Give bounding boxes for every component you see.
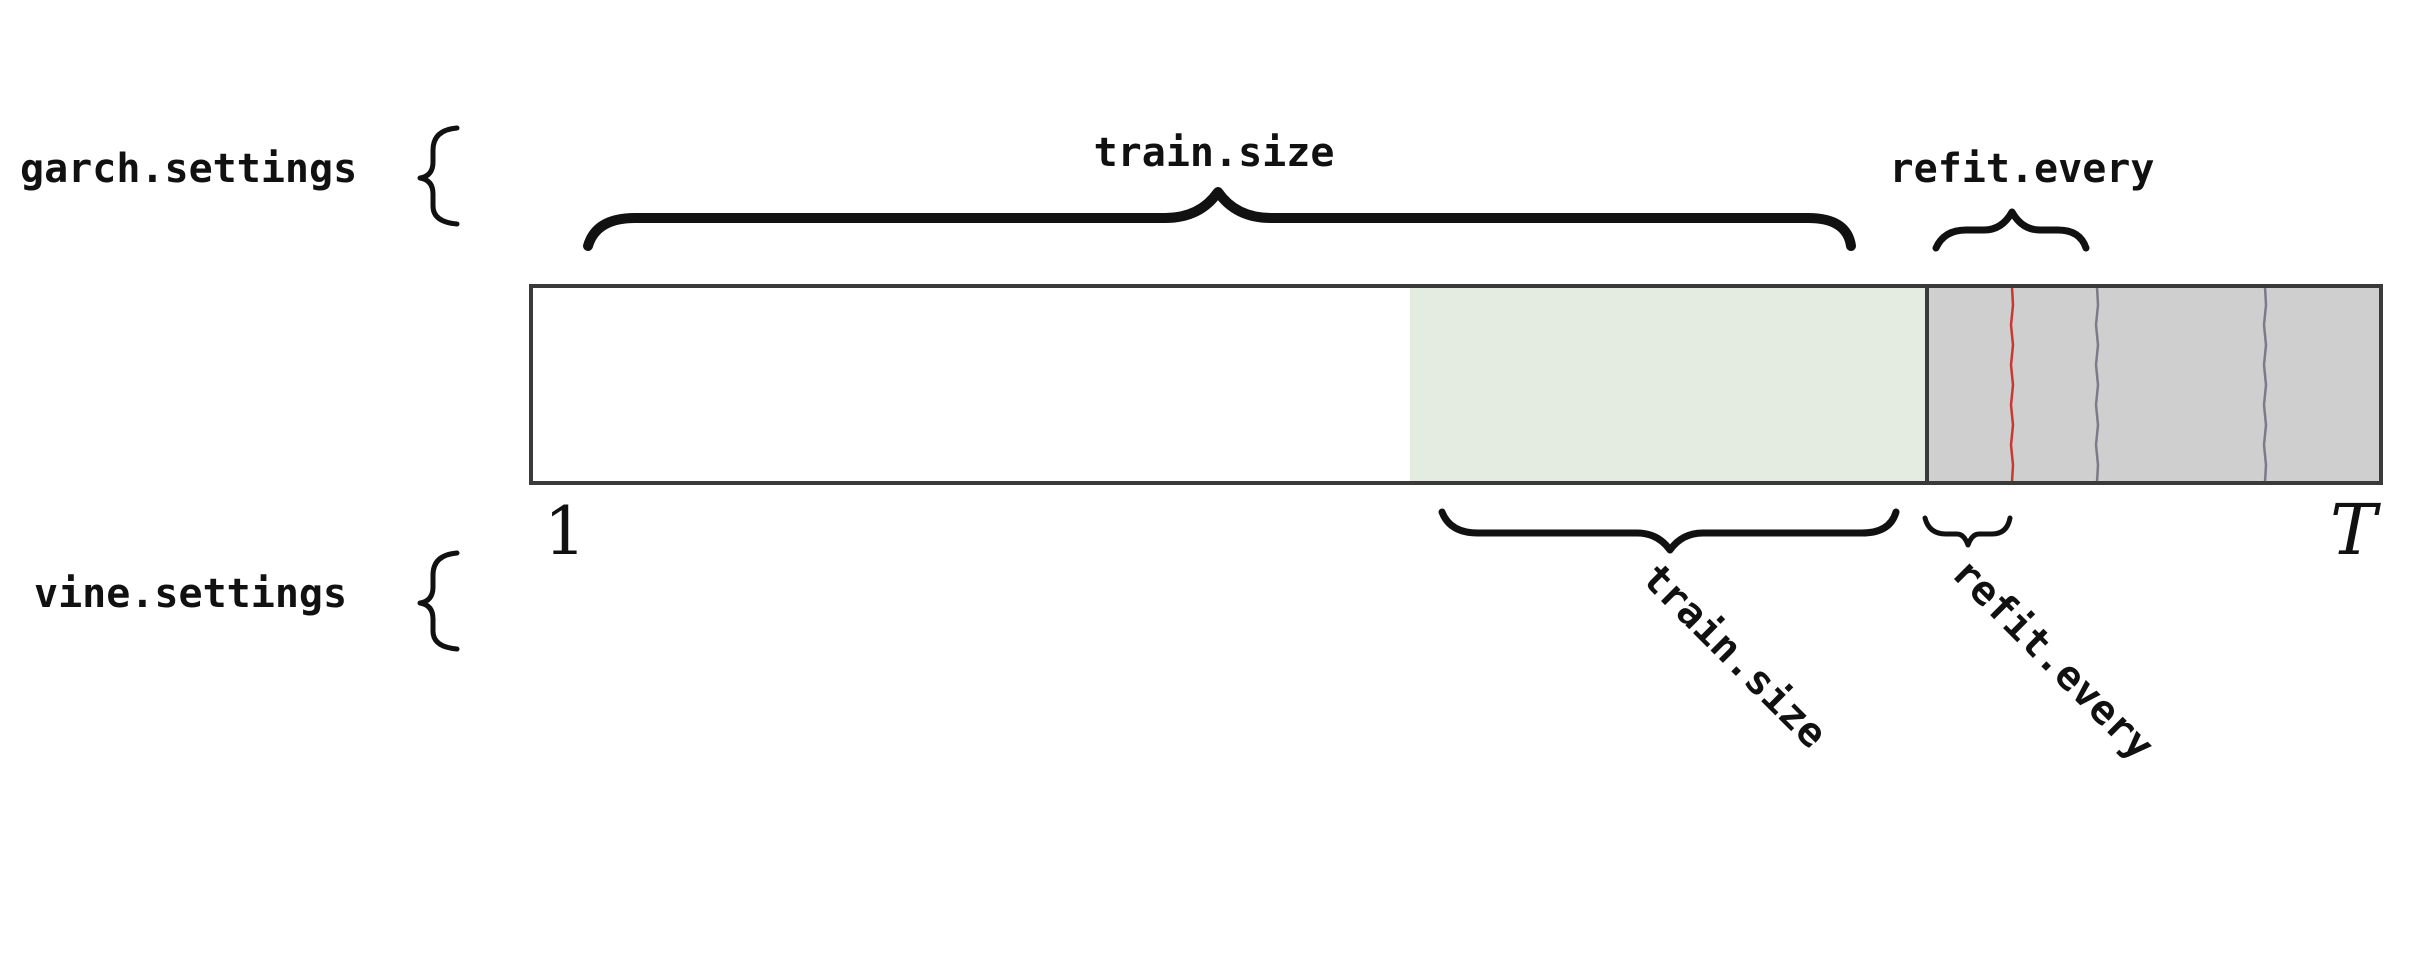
refit-line-gray-1 [2094, 286, 2100, 483]
vine-train-label: train.size [1633, 555, 1836, 758]
vine-train-brace [1438, 508, 1900, 554]
axis-end-label: T [2330, 489, 2381, 571]
garch-settings-label: garch.settings [20, 146, 357, 192]
refit-line-red [2009, 286, 2015, 483]
refit-line-gray-2 [2262, 286, 2268, 483]
axis-start-label: 1 [544, 493, 586, 570]
garch-train-brace [583, 187, 1856, 251]
timeline-outline [529, 284, 2383, 485]
vine-settings-brace [417, 550, 460, 652]
garch-refit-brace [1932, 208, 2090, 252]
vine-train-region [1410, 287, 1927, 482]
garch-refit-label: refit.every [1890, 146, 2155, 192]
garch-settings-brace [417, 125, 460, 227]
vine-refit-label: refit.every [1943, 550, 2163, 770]
test-region [1927, 287, 2382, 482]
vine-settings-label: vine.settings [34, 571, 347, 617]
vine-refit-brace [1922, 515, 2013, 548]
garch-train-label: train.size [1094, 130, 1335, 176]
